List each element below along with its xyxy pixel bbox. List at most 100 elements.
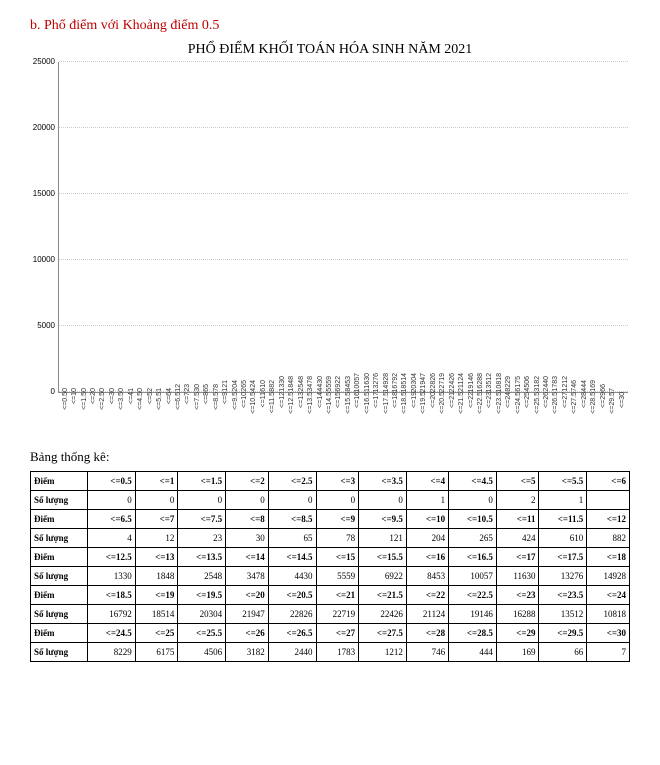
score-cell: <=21.5 bbox=[359, 586, 407, 605]
score-cell: <=23 bbox=[496, 586, 539, 605]
x-axis-label: <=15.5 bbox=[345, 392, 352, 416]
x-axis-label: <=25.5 bbox=[534, 392, 541, 416]
count-cell: 2440 bbox=[268, 643, 316, 662]
score-cell: <=11 bbox=[496, 510, 539, 529]
score-cell: <=14.5 bbox=[268, 548, 316, 567]
bar-value-label: 746 bbox=[571, 379, 578, 392]
score-cell: <=7.5 bbox=[178, 510, 226, 529]
count-cell: 0 bbox=[268, 491, 316, 510]
x-axis-label: <=28.5 bbox=[590, 392, 597, 416]
x-axis-label: <=23 bbox=[486, 392, 493, 410]
score-cell: <=4 bbox=[406, 472, 448, 491]
score-cell: <=7 bbox=[135, 510, 178, 529]
count-cell: 882 bbox=[587, 529, 630, 548]
bar-value-label: 610 bbox=[260, 379, 267, 392]
x-axis-label: <=5 bbox=[147, 392, 154, 406]
x-axis-label: <=16.5 bbox=[364, 392, 371, 416]
count-cell: 0 bbox=[178, 491, 226, 510]
chart-title: PHỔ ĐIỂM KHỐI TOÁN HÓA SINH NĂM 2021 bbox=[30, 42, 630, 58]
count-cell: 2548 bbox=[178, 567, 226, 586]
score-cell: <=20.5 bbox=[268, 586, 316, 605]
count-cell: 746 bbox=[406, 643, 448, 662]
bar-value-label: 22719 bbox=[439, 372, 446, 392]
x-axis-label: <=12.5 bbox=[288, 392, 295, 416]
count-cell: 0 bbox=[226, 491, 269, 510]
count-cell: 13276 bbox=[539, 567, 587, 586]
bar-value-label: 1848 bbox=[288, 375, 295, 392]
x-axis-label: <=24.5 bbox=[515, 392, 522, 416]
x-axis-label: <=1 bbox=[71, 392, 78, 406]
score-cell: <=28 bbox=[406, 624, 448, 643]
bar-value-label: 169 bbox=[590, 379, 597, 392]
x-axis-label: <=20.5 bbox=[439, 392, 446, 416]
score-cell: <=12.5 bbox=[88, 548, 136, 567]
score-cell: <=9 bbox=[316, 510, 359, 529]
row-header-count: Số lượng bbox=[31, 491, 88, 510]
count-cell: 22719 bbox=[316, 605, 359, 624]
bar-value-label: 6922 bbox=[335, 375, 342, 392]
bar-value-label: 21124 bbox=[458, 372, 465, 392]
row-header-count: Số lượng bbox=[31, 605, 88, 624]
bar-value-label: 2440 bbox=[543, 375, 550, 392]
row-header-score: Điểm bbox=[31, 624, 88, 643]
bar-value-label: 4506 bbox=[524, 375, 531, 392]
count-cell: 0 bbox=[88, 491, 136, 510]
count-cell: 65 bbox=[268, 529, 316, 548]
score-cell: <=26 bbox=[226, 624, 269, 643]
bar-value-label: 4430 bbox=[317, 375, 324, 392]
x-axis-label: <=22.5 bbox=[477, 392, 484, 416]
count-cell: 10818 bbox=[587, 605, 630, 624]
count-cell: 0 bbox=[316, 491, 359, 510]
count-cell: 3478 bbox=[226, 567, 269, 586]
x-axis-label: <=16 bbox=[354, 392, 361, 410]
x-axis-label: <=25 bbox=[524, 392, 531, 410]
row-header-score: Điểm bbox=[31, 548, 88, 567]
row-header-count: Số lượng bbox=[31, 529, 88, 548]
count-cell: 78 bbox=[316, 529, 359, 548]
count-cell: 23 bbox=[178, 529, 226, 548]
score-cell: <=2.5 bbox=[268, 472, 316, 491]
x-axis-label: <=4.5 bbox=[137, 392, 144, 412]
x-axis-label: <=10.5 bbox=[250, 392, 257, 416]
count-cell: 0 bbox=[449, 491, 497, 510]
count-cell: 4 bbox=[88, 529, 136, 548]
count-cell: 424 bbox=[496, 529, 539, 548]
count-cell: 0 bbox=[135, 491, 178, 510]
stats-table: Điểm<=0.5<=1<=1.5<=2<=2.5<=3<=3.5<=4<=4.… bbox=[30, 471, 630, 662]
count-cell: 265 bbox=[449, 529, 497, 548]
score-cell: <=19.5 bbox=[178, 586, 226, 605]
count-cell: 8229 bbox=[88, 643, 136, 662]
score-distribution-chart: 0500010000150002000025000 0<=0.50<=10<=1… bbox=[58, 62, 628, 393]
count-cell: 1 bbox=[406, 491, 448, 510]
x-axis-label: <=29.5 bbox=[609, 392, 616, 416]
x-axis-label: <=9 bbox=[222, 392, 229, 406]
y-axis-label: 10000 bbox=[27, 255, 55, 264]
score-cell: <=24.5 bbox=[88, 624, 136, 643]
score-cell: <=9.5 bbox=[359, 510, 407, 529]
score-cell: <=17 bbox=[496, 548, 539, 567]
score-cell: <=22 bbox=[406, 586, 448, 605]
score-cell: <=3.5 bbox=[359, 472, 407, 491]
count-cell: 1330 bbox=[88, 567, 136, 586]
x-axis-label: <=0.5 bbox=[62, 392, 69, 412]
bar-value-label: 3478 bbox=[307, 375, 314, 392]
count-cell: 4430 bbox=[268, 567, 316, 586]
bar-value-label: 78 bbox=[213, 383, 220, 392]
bar-value-label: 882 bbox=[269, 379, 276, 392]
bar-value-label: 16288 bbox=[477, 372, 484, 392]
bar-value-label: 1212 bbox=[562, 375, 569, 392]
score-cell: <=10 bbox=[406, 510, 448, 529]
x-axis-label: <=18.5 bbox=[401, 392, 408, 416]
score-cell: <=14 bbox=[226, 548, 269, 567]
count-cell: 21124 bbox=[406, 605, 448, 624]
x-axis-label: <=21.5 bbox=[458, 392, 465, 416]
count-cell: 169 bbox=[496, 643, 539, 662]
row-header-score: Điểm bbox=[31, 510, 88, 529]
count-cell: 6922 bbox=[359, 567, 407, 586]
score-cell: <=0.5 bbox=[88, 472, 136, 491]
bar-value-label: 204 bbox=[232, 379, 239, 392]
x-axis-label: <=11 bbox=[260, 392, 267, 409]
score-cell: <=29 bbox=[496, 624, 539, 643]
bar-value-label: 13512 bbox=[486, 372, 493, 392]
row-header-score: Điểm bbox=[31, 586, 88, 605]
